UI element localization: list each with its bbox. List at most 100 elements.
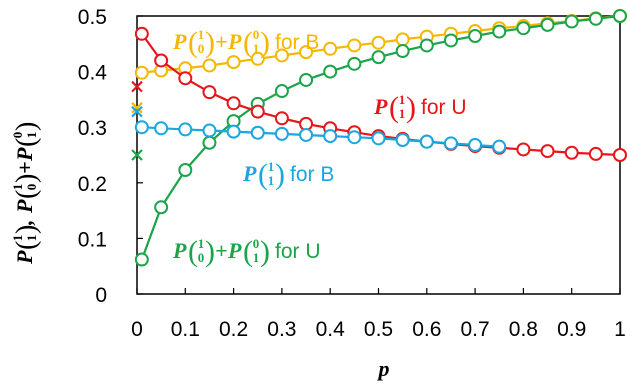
- data-point-sumU: [419, 38, 434, 53]
- series-layer: [134, 9, 627, 267]
- data-point-p11B: [154, 121, 169, 136]
- data-point-sumB: [371, 35, 386, 50]
- annotation-binom-bottom: 0: [198, 41, 205, 56]
- annotation-binom-top: 1: [198, 236, 205, 251]
- data-point-sumU: [492, 24, 507, 39]
- data-point-sumU: [443, 33, 458, 48]
- x-tick-label: 0.7: [460, 318, 489, 341]
- data-point-sumB: [226, 55, 241, 70]
- annotation-binom-bottom: 0: [24, 184, 39, 191]
- x-tick-label: 0.8: [509, 318, 538, 341]
- data-point-sumU: [274, 84, 289, 99]
- y-title-plus: +: [12, 161, 37, 174]
- x-tick-label: 0.9: [557, 318, 586, 341]
- data-point-sumU: [154, 200, 169, 215]
- annotation-paren: (: [11, 138, 42, 147]
- annotation-symbol: P: [12, 199, 37, 214]
- annotation-paren: ): [260, 26, 270, 59]
- y-tick-label: 0: [95, 284, 107, 307]
- data-point-p11U: [274, 111, 289, 126]
- annotation-paren: (: [11, 241, 42, 250]
- annotation-plus: +: [215, 238, 228, 263]
- data-point-sumU: [516, 21, 531, 36]
- annotation-binom-top: 0: [253, 236, 260, 251]
- data-point-p11U: [178, 71, 193, 86]
- data-point-sumU: [134, 252, 149, 267]
- annotation-binom-top: 1: [268, 159, 275, 174]
- annotation-binom-bottom: 1: [24, 132, 39, 139]
- data-point-p11U: [588, 146, 603, 161]
- data-point-p11B: [134, 120, 149, 135]
- data-point-p11B: [323, 129, 338, 144]
- y-tick-label: 0.5: [78, 6, 107, 29]
- annotation-symbol: P: [12, 250, 37, 265]
- data-point-sumU: [468, 29, 483, 44]
- data-point-p11U: [202, 85, 217, 100]
- data-point-p11U: [154, 53, 169, 68]
- annotation-paren: (: [389, 91, 399, 124]
- data-point-sumU: [395, 44, 410, 59]
- x-tick-label: 0.2: [219, 318, 248, 341]
- y-axis-title: P(1 1),P(1 0)+P(0 1): [10, 122, 42, 265]
- annotation-text: for U: [421, 96, 467, 119]
- annotation-text: for U: [275, 240, 321, 263]
- data-point-sumU: [323, 64, 338, 79]
- data-point-p11B: [492, 139, 507, 154]
- data-point-sumU: [299, 72, 314, 87]
- series-sumU: [134, 9, 627, 267]
- data-point-p11B: [226, 124, 241, 139]
- annotation-sumU: P(10) + P(01) for U: [172, 235, 321, 268]
- data-point-p11B: [202, 123, 217, 138]
- annotation-paren: ): [205, 26, 215, 59]
- annotation-paren: (: [11, 190, 42, 199]
- annotation-binom-bottom: 1: [24, 235, 39, 242]
- data-point-sumU: [613, 9, 627, 23]
- x-marker: [131, 80, 143, 93]
- data-point-p11U: [516, 142, 531, 157]
- annotation-paren: ): [205, 235, 215, 268]
- data-point-sumB: [323, 41, 338, 56]
- annotation-binom-top: 0: [253, 27, 260, 42]
- annotation-layer: P(10) + P(01) for BP(11) for UP(11) for BP(10…: [172, 26, 467, 268]
- x-tick-label: 0.3: [267, 318, 296, 341]
- series-line-p11B: [141, 126, 500, 148]
- annotation-binom-top: 1: [10, 184, 25, 191]
- annotation-paren: (: [243, 26, 253, 59]
- annotation-text: for B: [275, 31, 319, 54]
- x-tick-label: 0.4: [316, 318, 346, 341]
- x-marker-stroke: [131, 105, 143, 118]
- y-tick-label: 0.4: [78, 62, 108, 85]
- y-tick-label: 0.3: [78, 117, 107, 140]
- data-point-sumU: [588, 11, 603, 26]
- annotation-binom-bottom: 1: [268, 173, 275, 188]
- annotation-binom-bottom: 1: [253, 250, 260, 265]
- data-point-p11U: [250, 104, 265, 119]
- data-point-p11B: [178, 122, 193, 137]
- x-axis-title: p: [377, 356, 390, 381]
- x-tick-label: 0.5: [364, 318, 393, 341]
- annotation-p11U: P(11) for U: [373, 91, 467, 124]
- annotation-binom-top: 1: [399, 92, 406, 107]
- annotation-binom-bottom: 0: [198, 250, 205, 265]
- annotation-symbol: P: [227, 238, 242, 263]
- x-marker-stroke: [131, 101, 143, 114]
- x-marker-stroke: [131, 149, 143, 161]
- data-point-p11B: [468, 137, 483, 152]
- x-tick-label: 1: [614, 318, 626, 341]
- data-point-p11U: [613, 148, 627, 162]
- annotation-paren: (: [188, 26, 198, 59]
- data-point-p11U: [134, 26, 149, 41]
- annotation-paren: ): [275, 158, 285, 191]
- x-tick-label: 0.6: [412, 318, 441, 341]
- data-point-p11B: [419, 134, 434, 149]
- data-point-sumB: [202, 58, 217, 73]
- annotation-paren: (: [258, 158, 268, 191]
- series-p11B: [134, 120, 507, 154]
- x-marker-layer: [131, 80, 143, 161]
- annotation-paren: (: [188, 235, 198, 268]
- x-marker: [131, 105, 143, 118]
- x-tick-label: 0.1: [171, 318, 200, 341]
- annotation-p11B: P(11) for B: [242, 158, 334, 191]
- annotation-paren: ): [406, 91, 416, 124]
- y-axis-ticks: 0 0.1 0.2 0.3 0.4 0.5: [78, 6, 143, 307]
